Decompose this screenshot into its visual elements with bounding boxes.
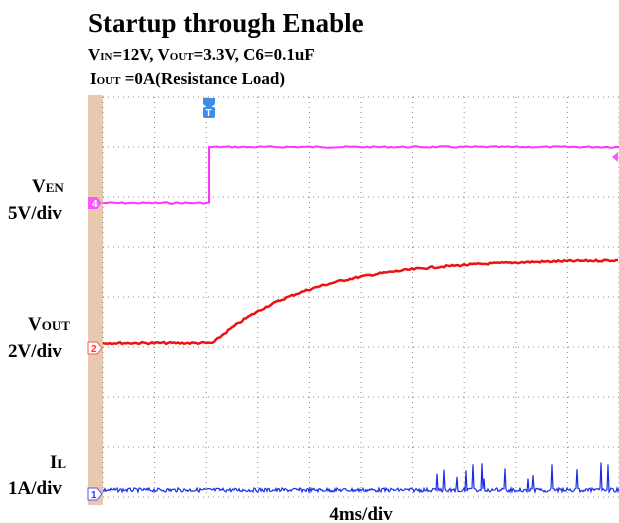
subscript: EN <box>46 180 65 195</box>
il-trace <box>102 462 619 495</box>
ven-trace <box>103 145 619 205</box>
text: I <box>50 452 57 473</box>
subscript: OUT <box>97 75 122 87</box>
subscript: L <box>57 456 66 471</box>
text: V <box>88 45 101 64</box>
channel-marker-label: 4 <box>92 199 98 210</box>
channel-strip <box>88 95 103 505</box>
graticule <box>102 96 619 498</box>
timebase: 4ms/div <box>329 504 393 523</box>
channel-marker <box>87 341 103 355</box>
channel-marker-label: 1 <box>91 490 97 501</box>
channel-scale: 2V/div <box>8 341 62 362</box>
channel-marker-label: 2 <box>91 344 97 355</box>
channel-marker <box>87 487 103 501</box>
channel-name: VEN <box>32 176 64 197</box>
vout-trace <box>102 258 619 346</box>
subscript: OUT <box>42 318 71 333</box>
text: V <box>28 314 42 335</box>
text: =3.3V, C6=0.1uF <box>194 45 315 64</box>
channel-name: IL <box>50 452 66 473</box>
trigger-marker-label: T <box>206 108 212 119</box>
trigger-marker <box>203 107 215 118</box>
subscript: IN <box>100 51 112 63</box>
conditions-line: VIN=12V, VOUT=3.3V, C6=0.1uF <box>88 45 315 64</box>
text: I <box>90 69 97 88</box>
channel-marker <box>88 197 102 209</box>
channel-name: VOUT <box>28 314 70 335</box>
text: V <box>32 176 46 197</box>
text: =12V, V <box>113 45 171 64</box>
channel-scale: 1A/div <box>8 478 62 499</box>
channel-scale: 5V/div <box>8 203 62 224</box>
conditions-line: IOUT =0A(Resistance Load) <box>90 69 285 88</box>
title: Startup through Enable <box>88 8 364 38</box>
level-marker <box>612 152 618 162</box>
trigger-marker <box>203 98 215 109</box>
subscript: OUT <box>170 51 195 63</box>
text: =0A(Resistance Load) <box>120 69 285 88</box>
